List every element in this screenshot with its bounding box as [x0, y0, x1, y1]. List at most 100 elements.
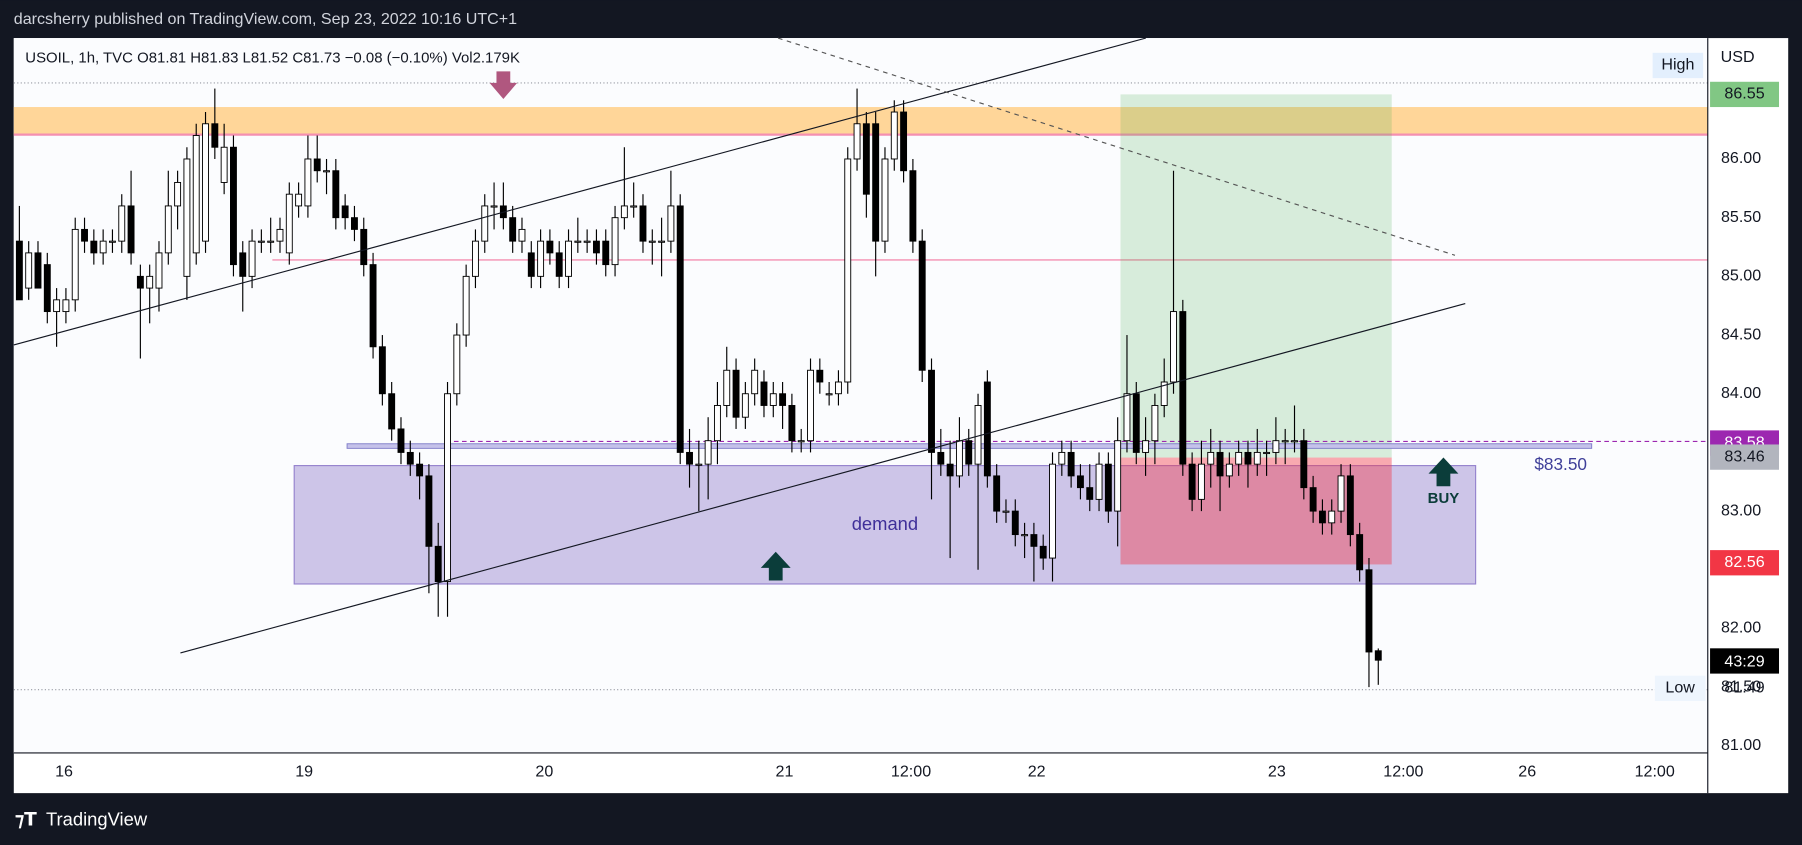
candle-body — [816, 369, 824, 383]
candle-body — [490, 205, 498, 208]
candle-body — [825, 393, 833, 396]
candle-body — [993, 475, 1001, 512]
candle-body — [620, 205, 628, 219]
candle-body — [25, 252, 33, 289]
candle-body — [444, 393, 451, 582]
price-label: 86.55 — [1724, 85, 1764, 103]
candle-body — [834, 381, 842, 395]
candle-body — [983, 381, 991, 477]
candle-body — [788, 405, 796, 442]
demand-zone — [293, 465, 1477, 585]
candle-body — [713, 405, 721, 442]
candle-body — [704, 440, 712, 465]
candle-body — [872, 123, 880, 242]
candle-body — [481, 205, 489, 242]
countdown-box — [1710, 648, 1780, 674]
candle-body — [695, 463, 703, 466]
price-label: 82.56 — [1724, 553, 1764, 571]
level-label: $83.50 — [1534, 454, 1587, 474]
candle-body — [360, 228, 368, 266]
candle-body — [304, 158, 312, 207]
down-arrow — [489, 71, 518, 99]
candle-body — [81, 228, 88, 242]
candle-body — [900, 111, 908, 172]
candle-body — [1235, 451, 1243, 465]
y-tick-label: 81.50 — [1721, 677, 1761, 695]
high-label: High — [1661, 56, 1694, 74]
candle-body — [937, 451, 945, 465]
trend-line — [13, 37, 1146, 346]
candle-body — [667, 205, 675, 242]
candle-body — [313, 158, 321, 172]
candle-body — [276, 228, 284, 242]
candle-body — [527, 252, 535, 277]
y-tick-label: 84.50 — [1721, 325, 1761, 343]
countdown: 43:29 — [1724, 652, 1764, 670]
candle-body — [583, 240, 591, 243]
candle-body — [1291, 440, 1298, 443]
candle-body — [118, 205, 126, 242]
candle-body — [341, 205, 349, 219]
candle-body — [471, 240, 479, 277]
candle-body — [267, 240, 275, 243]
price-label: 83.46 — [1724, 447, 1764, 465]
x-tick-label: 22 — [1028, 763, 1046, 781]
candle-body — [509, 217, 517, 242]
candle-body — [248, 240, 256, 277]
high-label-box — [1652, 52, 1704, 79]
candle-body — [1170, 311, 1177, 383]
candle-body — [1207, 451, 1215, 465]
price-label-box — [1710, 550, 1780, 576]
candle-body — [862, 123, 870, 195]
candle-body — [1337, 475, 1345, 512]
candle-body — [211, 123, 219, 148]
candle-body — [946, 463, 954, 477]
candle-body — [565, 240, 572, 277]
candle-body — [127, 205, 135, 254]
candle-body — [1151, 405, 1159, 442]
legend: USOIL, 1h, TVC O81.81 H81.83 L81.52 C81.… — [25, 50, 520, 67]
x-tick-label: 12:00 — [1383, 763, 1423, 781]
candle-body — [807, 369, 814, 442]
low-label: Low — [1665, 679, 1695, 697]
candle-body — [1058, 451, 1066, 465]
candle-body — [146, 275, 154, 289]
candle-body — [220, 146, 228, 183]
candle-body — [285, 193, 293, 254]
candle-body — [1244, 451, 1252, 465]
candle-body — [1253, 451, 1261, 465]
candle-body — [136, 275, 144, 289]
candle-body — [1123, 393, 1131, 442]
x-tick-label: 12:00 — [1635, 763, 1675, 781]
y-tick-label: 82.00 — [1721, 619, 1761, 637]
candle-body — [369, 264, 377, 348]
y-tick-label: 83.00 — [1721, 501, 1761, 519]
candle-body — [658, 240, 666, 243]
candle-body — [630, 205, 638, 208]
x-tick-label: 19 — [295, 763, 313, 781]
candle-body — [639, 205, 647, 242]
candle-body — [1346, 475, 1354, 536]
candle-body — [174, 181, 182, 207]
candle-body — [1011, 510, 1019, 536]
candle-body — [592, 240, 600, 254]
candle-body — [928, 369, 935, 453]
logo: ⁊𝗧 — [15, 809, 37, 830]
trend-line — [180, 302, 1466, 654]
candle-body — [890, 111, 898, 160]
candle-body — [1356, 534, 1364, 571]
candle-body — [1318, 510, 1326, 524]
candle-body — [406, 451, 414, 465]
x-tick-label: 20 — [535, 763, 553, 781]
candle-body — [760, 381, 768, 406]
candle-body — [1281, 440, 1289, 443]
candle-body — [1021, 534, 1029, 537]
candle-body — [453, 334, 461, 395]
candle-body — [202, 123, 209, 242]
candle-body — [797, 440, 805, 443]
candle-body — [918, 240, 926, 371]
candle-body — [295, 193, 303, 207]
candle-body — [1309, 487, 1317, 512]
candle-body — [1076, 475, 1084, 489]
